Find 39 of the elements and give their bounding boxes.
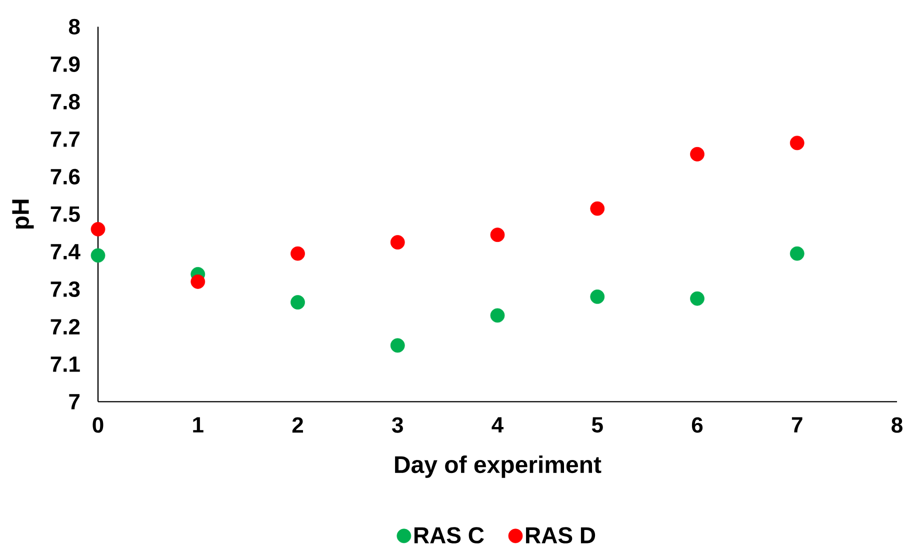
point [390, 338, 405, 353]
point [690, 291, 704, 306]
x-axis-title: Day of experiment [395, 455, 602, 478]
point [690, 146, 704, 162]
point [90, 248, 106, 263]
point [490, 228, 505, 242]
point [590, 289, 605, 304]
x-tick-label: 5 [592, 417, 603, 433]
y-tick-label: 7.6 [50, 168, 80, 184]
x-tick-label: 8 [892, 417, 902, 433]
legend-label: RAS C [414, 527, 484, 544]
y-tick-label: 7 [69, 394, 80, 410]
point [90, 222, 106, 236]
y-axis-title: pH [12, 200, 34, 229]
point [290, 295, 305, 310]
point [590, 201, 605, 216]
point [490, 308, 505, 323]
y-tick-label: 7.3 [50, 281, 80, 297]
y-tick-label: 7.2 [50, 319, 80, 334]
point [190, 274, 206, 289]
point [790, 136, 804, 150]
y-tick-label: 7.7 [50, 132, 80, 147]
y-tick-label: 7.8 [50, 94, 80, 110]
point [790, 246, 804, 261]
x-tick-label: 3 [392, 417, 403, 433]
x-tick-label: 0 [92, 417, 104, 433]
y-tick-label: 7.4 [50, 244, 80, 260]
point [290, 246, 305, 261]
x-tick-label: 7 [792, 417, 802, 432]
x-tick-label: 1 [193, 417, 204, 432]
y-tick-label: 7.5 [50, 206, 80, 222]
y-tick-label: 7.1 [50, 356, 80, 372]
x-tick-label: 2 [292, 417, 303, 433]
point [390, 235, 405, 250]
x-tick-label: 4 [492, 417, 504, 432]
x-tick-label: 6 [692, 417, 703, 433]
y-tick-label: 7.9 [50, 56, 80, 72]
y-tick-label: 8 [68, 18, 80, 34]
legend-label: RAS D [526, 527, 596, 544]
